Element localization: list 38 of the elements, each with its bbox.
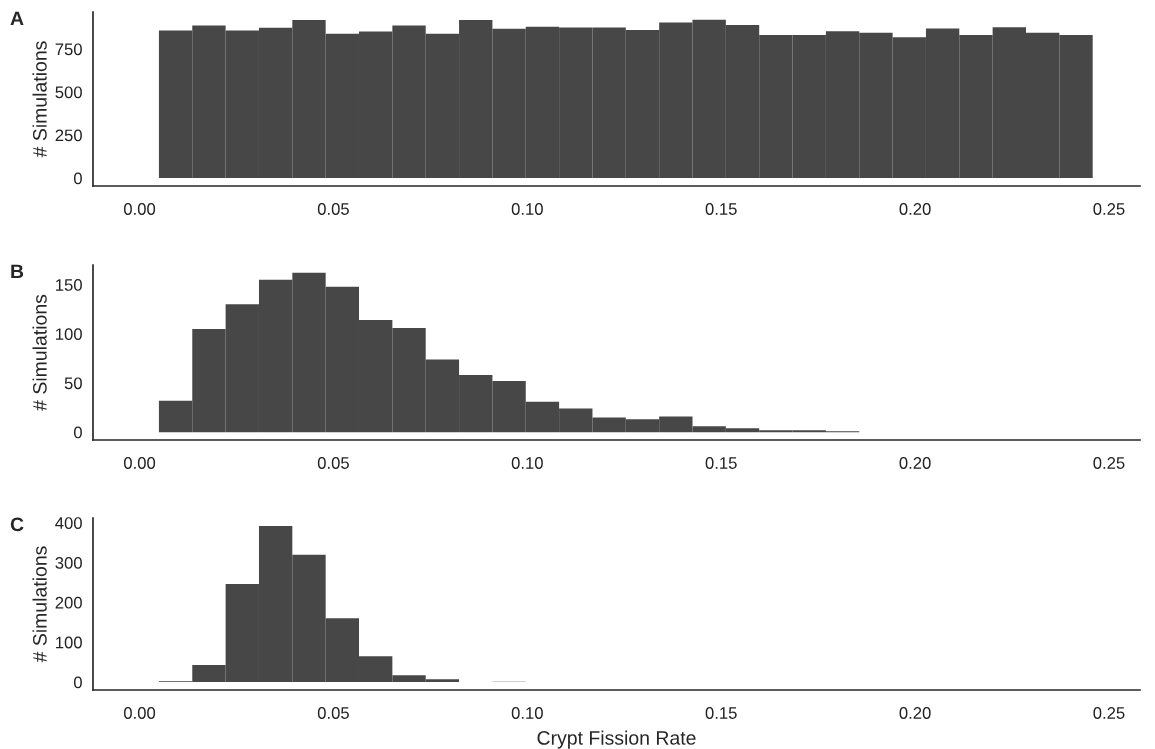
y-tick-label: 100 <box>56 636 82 649</box>
y-tick-label: 750 <box>55 43 82 56</box>
x-tick-label: 0.25 <box>1093 457 1125 469</box>
x-tick-label: 0.25 <box>1093 203 1125 215</box>
y-tick-label: 200 <box>55 596 82 609</box>
y-axis-title: # Simulations <box>32 294 47 411</box>
y-tick-label: 100 <box>56 328 82 341</box>
y-axis-title: # Simulations <box>32 41 47 158</box>
y-tick-label: 0 <box>73 172 82 185</box>
chart-title: C <box>10 517 24 532</box>
y-tick-label: 300 <box>55 556 82 569</box>
x-axis-title: Crypt Fission Rate <box>537 730 696 749</box>
y-tick-label: 150 <box>56 279 82 291</box>
x-tick-label: 0.10 <box>511 203 543 215</box>
y-tick-label: 0 <box>73 676 82 689</box>
x-tick-label: 0.15 <box>705 203 737 215</box>
x-tick-label: 0.00 <box>123 203 156 215</box>
y-axis-title: # Simulations <box>32 546 47 663</box>
x-tick-label: 0.05 <box>317 707 349 719</box>
x-tick-label: 0.15 <box>705 457 737 469</box>
chart-title: A <box>10 11 24 26</box>
chart-title: B <box>11 264 24 279</box>
x-tick-label: 0.00 <box>123 707 156 719</box>
x-tick-label: 0.05 <box>317 203 349 215</box>
x-tick-label: 0.10 <box>511 707 543 719</box>
y-tick-label: 250 <box>55 129 82 142</box>
x-tick-label: 0.05 <box>317 457 349 469</box>
x-tick-label: 0.00 <box>123 457 156 469</box>
x-tick-label: 0.15 <box>705 707 737 719</box>
y-tick-label: 0 <box>73 426 82 439</box>
x-tick-label: 0.10 <box>511 457 543 469</box>
y-tick-label: 50 <box>64 377 82 390</box>
x-tick-label: 0.20 <box>899 203 931 215</box>
y-tick-label: 500 <box>55 86 82 99</box>
x-tick-label: 0.20 <box>899 707 931 719</box>
x-tick-label: 0.20 <box>899 457 931 469</box>
x-tick-label: 0.25 <box>1093 707 1125 719</box>
y-tick-label: 400 <box>55 517 82 529</box>
